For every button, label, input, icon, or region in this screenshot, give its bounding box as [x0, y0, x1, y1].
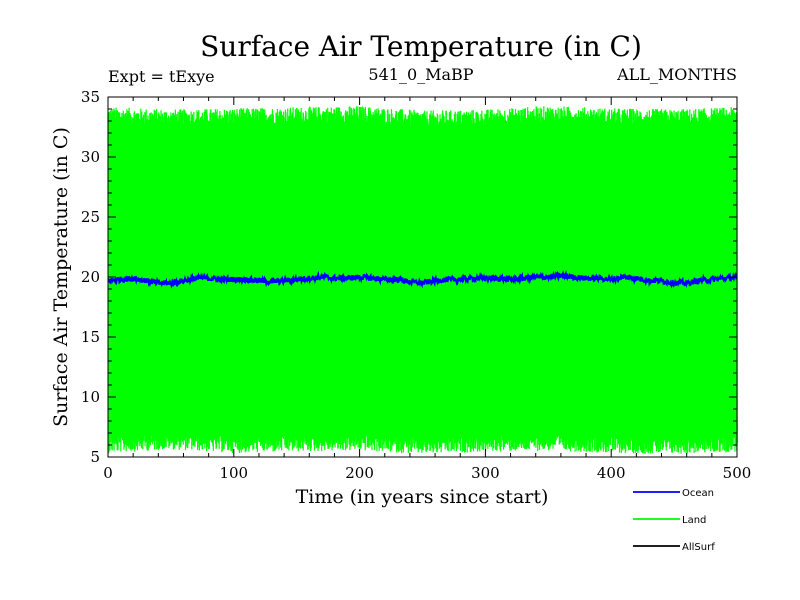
x-tick-label: 500 — [723, 464, 752, 482]
x-axis-label: Time (in years since start) — [296, 486, 549, 508]
y-tick-label: 30 — [81, 148, 100, 166]
land-line — [107, 106, 738, 454]
period-label: 541_0_MaBP — [368, 65, 473, 84]
y-axis: 5 10 15 20 25 30 35 — [81, 88, 737, 466]
y-tick-label: 10 — [81, 388, 100, 406]
months-label: ALL_MONTHS — [616, 65, 737, 84]
x-tick-label: 200 — [345, 464, 374, 482]
x-tick-label: 400 — [597, 464, 626, 482]
legend-label: Ocean — [682, 488, 714, 499]
y-tick-label: 35 — [81, 88, 100, 106]
legend: Ocean Land AllSurf — [633, 488, 715, 553]
ocean-line — [107, 269, 738, 289]
x-tick-label: 300 — [471, 464, 500, 482]
experiment-label: Expt = tExye — [108, 67, 215, 86]
x-tick-label: 100 — [219, 464, 248, 482]
x-axis: 0 100 200 300 400 500 — [103, 97, 751, 482]
land-series — [107, 106, 738, 454]
y-tick-label: 20 — [81, 268, 100, 286]
y-tick-label: 15 — [81, 328, 100, 346]
chart-title: Surface Air Temperature (in C) — [200, 30, 642, 63]
legend-label: AllSurf — [682, 542, 715, 553]
y-tick-label: 5 — [90, 448, 100, 466]
x-tick-label: 0 — [103, 464, 113, 482]
y-tick-label: 25 — [81, 208, 100, 226]
ocean-series — [107, 269, 738, 289]
legend-label: Land — [682, 515, 706, 526]
y-axis-label: Surface Air Temperature (in C) — [50, 127, 72, 427]
